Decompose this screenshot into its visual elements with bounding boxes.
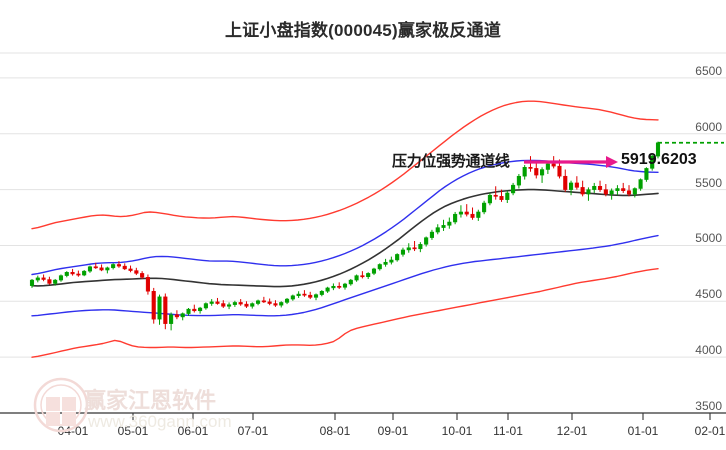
x-axis-tick-label: 07-01 — [237, 424, 269, 438]
annotation-label: 压力位强势通道线 — [392, 153, 510, 170]
y-axis-tick-label: 6000 — [695, 119, 722, 134]
y-axis-tick-label: 6500 — [695, 63, 722, 78]
candlestick-series — [29, 141, 661, 331]
watermark-brand: 赢家江恩软件 — [84, 388, 217, 413]
y-axis-tick-label: 4000 — [695, 343, 722, 358]
annotation-arrow — [524, 156, 618, 168]
gridlines — [0, 52, 726, 414]
watermark-url: www.360gann.com — [88, 412, 232, 431]
x-axis-tick-label: 11-01 — [493, 424, 523, 438]
last-price-label: 5919.6203 — [621, 151, 697, 168]
x-axis-tick-label: 05-01 — [117, 424, 149, 438]
x-axis-tick-label: 10-01 — [441, 424, 473, 438]
y-axis-tick-label: 5000 — [695, 231, 722, 246]
x-axis-tick-label: 12-01 — [556, 424, 588, 438]
x-axis-tick-label: 01-01 — [627, 424, 659, 438]
y-axis-tick-label: 5500 — [695, 175, 722, 190]
x-axis-tick-label: 04-01 — [57, 424, 89, 438]
x-axis-tick-label: 09-01 — [377, 424, 409, 438]
y-axis-tick-label: 3500 — [695, 399, 722, 413]
x-axis-tick-label: 08-01 — [319, 424, 351, 438]
channel-bands — [31, 100, 659, 358]
watermark-seal-icon — [33, 377, 89, 433]
y-axis-tick-label: 4500 — [695, 287, 722, 302]
page-title: 上证小盘指数(000045)赢家极反通道 — [224, 21, 502, 40]
x-axis-tick-label: 02-01 — [694, 424, 726, 438]
x-axis-tick-label: 06-01 — [177, 424, 209, 438]
